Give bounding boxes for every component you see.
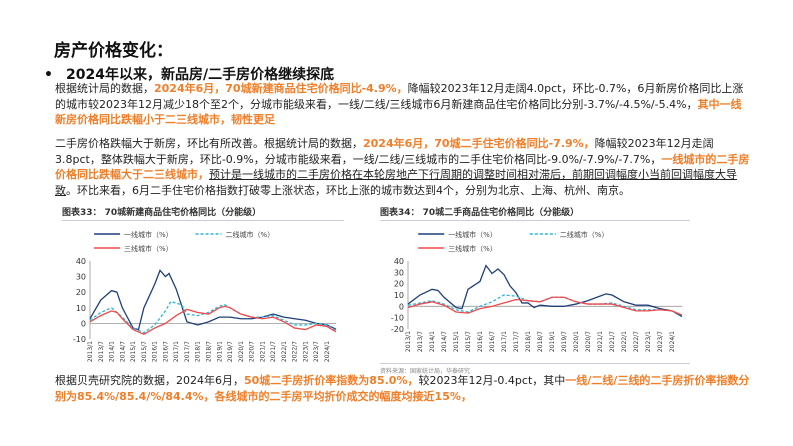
legend-label: 三线城市（%）: [124, 244, 173, 253]
y-tick-label: 20: [394, 280, 404, 289]
x-tick-label: 2020/1: [573, 331, 580, 352]
x-tick-label: 2017/7: [513, 331, 520, 352]
y-tick-label: 0: [81, 319, 86, 328]
y-tick-label: -20: [391, 325, 404, 334]
chart-new-home-prices: 图表33： 70城新建商品住宅价格同比（分能级） -10 0 10 20 30 40 201…: [62, 205, 344, 373]
x-tick-label: 2016/1: [152, 341, 159, 362]
x-tick-label: 2023/7: [313, 341, 320, 362]
highlight: 2024年6月，70城新建商品住宅价格同比-4.9%，: [154, 82, 408, 95]
x-tick-label: 2016/1: [477, 331, 484, 352]
highlight: 2024年6月，70城二手住宅价格同比-7.9%，: [363, 137, 595, 150]
y-tick-label: 30: [394, 268, 404, 277]
y-tick-label: 10: [394, 291, 404, 300]
bullet-icon: •: [44, 67, 53, 83]
text: 降幅较2023年12月走阔4.0pct，环比-0.7%，6月新房价格同比上涨的城…: [55, 82, 744, 111]
text: 根据统计局的数据，: [55, 82, 154, 95]
x-tick-label: 2021/7: [609, 331, 616, 352]
y-tick-label: 10: [76, 304, 86, 313]
y-tick-label: -10: [73, 335, 86, 344]
y-tick-label: 20: [76, 288, 86, 297]
text: 根据贝壳研究院的数据，2024年6月，: [55, 374, 244, 387]
x-tick-label: 2013/7: [417, 331, 424, 352]
x-tick-label: 2017/1: [173, 341, 180, 362]
x-tick-label: 2019/7: [227, 341, 234, 362]
x-tick-label: 2015/1: [453, 331, 460, 352]
series-line-2: [89, 305, 337, 336]
x-tick-label: 2019/1: [216, 341, 223, 362]
text: 二手房价格跌幅大于新房，环比有所改善。根据统计局的数据，: [55, 137, 363, 150]
series-line-0: [89, 269, 337, 331]
chart-second-hand-prices: 图表34： 70城二手商品住宅价格同比（分能级） -20 -10 0 10 20 30 40…: [380, 205, 690, 375]
series-line-1: [89, 300, 337, 334]
chart-svg: -10 0 10 20 30 40 2013/1 2013/7 2014/1 2014/7 2015…: [73, 230, 337, 362]
x-tick-label: 2016/7: [489, 331, 496, 352]
underlined-text: 预计是一线城市的二手房价格在本轮房地产下行周期的调整时间相对滞后，前期回调幅度小…: [55, 168, 737, 197]
paragraph-new-homes: 根据统计局的数据，2024年6月，70城新建商品住宅价格同比-4.9%，降幅较2…: [55, 81, 750, 128]
highlight: 其中一线新房价格同比跌幅小于二三线城市，韧性更足: [55, 97, 742, 127]
x-tick-label: 2014/7: [119, 341, 126, 362]
legend-label: 一线城市（%）: [448, 230, 497, 239]
x-tick-label: 2018/7: [537, 331, 544, 352]
section-heading: • 2024年以来，新品房/二手房价格继续探底: [44, 64, 334, 84]
x-tick-label: 2015/1: [130, 341, 137, 362]
x-tick-label: 2018/7: [206, 341, 213, 362]
page-title: 房产价格变化：: [54, 41, 173, 61]
x-tick-label: 2020/7: [585, 331, 592, 352]
x-tick-label: 2018/1: [525, 331, 532, 352]
x-tick-label: 2022/7: [633, 331, 640, 352]
x-tick-label: 2024/1: [669, 331, 676, 352]
highlight: 一线/二线/三线的二手房折价率指数分别为85.4%/85.4/%/84.4%，各…: [55, 374, 750, 403]
series-line-2: [407, 296, 683, 316]
x-tick-label: 2018/1: [195, 341, 202, 362]
y-tick-label: -10: [391, 314, 404, 323]
chart-source: 资料来源：国家统计局，华泰研究: [380, 363, 690, 375]
x-tick-label: 2015/7: [465, 331, 472, 352]
series-line-0: [407, 264, 683, 318]
text: 。环比来看，6月二手住宅价格指数打破零上涨状态，环比上涨的城市数达到4个，分别为…: [66, 183, 630, 197]
x-tick-label: 2024/1: [324, 341, 331, 362]
y-tick-label: 40: [394, 257, 404, 266]
x-tick-label: 2013/7: [98, 341, 105, 362]
y-tick-label: 30: [76, 273, 86, 282]
x-tick-label: 2022/1: [621, 331, 628, 352]
highlight: 一线城市的二手房价格同比跌幅大于二三线城市，: [55, 152, 750, 182]
legend-label: 三线城市（%）: [448, 244, 497, 253]
y-tick-label: 0: [399, 302, 404, 311]
x-tick-label: 2017/1: [501, 331, 508, 352]
x-tick-label: 2014/7: [441, 331, 448, 352]
x-tick-label: 2023/1: [645, 331, 652, 352]
x-tick-label: 2015/7: [141, 341, 148, 362]
x-tick-label: 2022/1: [281, 341, 288, 362]
text: 降幅较2023年12月走阔3.8pct，整体跌幅大于新房，环比-0.9%，分城市…: [55, 137, 714, 166]
legend-label: 二线城市（%）: [560, 230, 609, 239]
x-tick-label: 2014/1: [109, 341, 116, 362]
legend-label: 二线城市（%）: [226, 230, 275, 239]
paragraph-discount: 根据贝壳研究院的数据，2024年6月，50城二手房折价率指数为85.0%，较20…: [55, 373, 750, 404]
x-tick-label: 2021/7: [270, 341, 277, 362]
x-tick-label: 2021/1: [259, 341, 266, 362]
x-tick-label: 2014/1: [429, 331, 436, 352]
x-tick-label: 2019/7: [561, 331, 568, 352]
x-tick-label: 2022/7: [292, 341, 299, 362]
x-tick-label: 2017/7: [184, 341, 191, 362]
highlight: 50城二手房折价率指数为85.0%，: [244, 374, 419, 387]
x-tick-label: 2013/1: [405, 331, 412, 352]
x-tick-label: 2016/7: [162, 341, 169, 362]
paragraph-second-hand: 二手房价格跌幅大于新房，环比有所改善。根据统计局的数据，2024年6月，70城二…: [55, 136, 750, 198]
y-tick-label: 40: [76, 257, 86, 266]
chart-title: 图表33： 70城新建商品住宅价格同比（分能级）: [62, 205, 344, 221]
x-tick-label: 2023/1: [302, 341, 309, 362]
chart-title: 图表34： 70城二手商品住宅价格同比（分能级）: [380, 205, 690, 221]
x-tick-label: 2019/1: [549, 331, 556, 352]
section-heading-text: 2024年以来，新品房/二手房价格继续探底: [66, 67, 335, 83]
chart-svg: -20 -10 0 10 20 30 40 2013/1 2013/7 2014/1 2014/7 2…: [391, 230, 683, 352]
x-tick-label: 2020/7: [249, 341, 256, 362]
text: 较2023年12月-0.4pct，其中: [418, 374, 566, 387]
x-tick-label: 2013/1: [87, 341, 94, 362]
legend-label: 一线城市（%）: [124, 230, 173, 239]
x-tick-label: 2023/7: [657, 331, 664, 352]
x-tick-label: 2021/1: [597, 331, 604, 352]
x-tick-label: 2020/1: [238, 341, 245, 362]
